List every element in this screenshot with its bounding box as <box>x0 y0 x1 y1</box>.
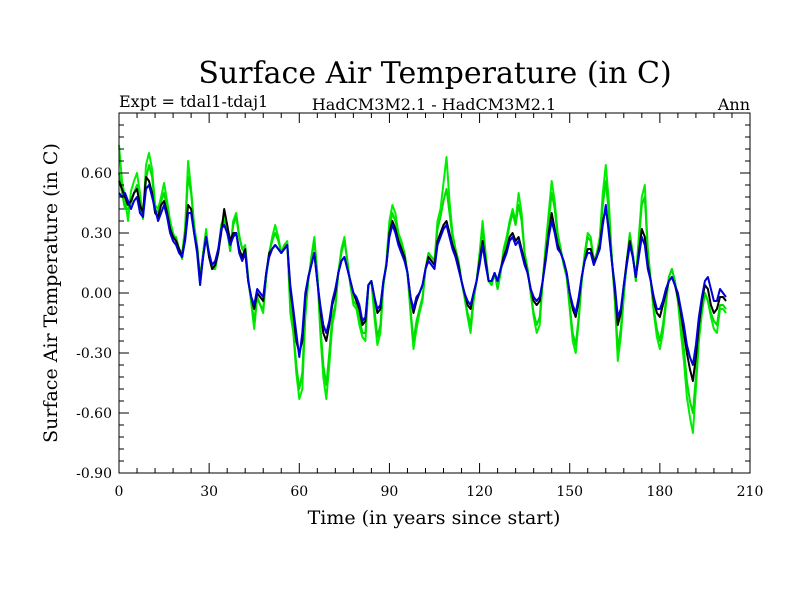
y-tick-labels: -0.90 -0.60 -0.30 0.00 0.30 0.60 <box>76 166 112 482</box>
y-tick-label: -0.30 <box>76 346 112 362</box>
x-tick-label: 60 <box>290 484 308 500</box>
x-tick-label: 0 <box>115 484 124 500</box>
y-tick-label: 0.00 <box>81 286 112 302</box>
x-axis-label: Time (in years since start) <box>308 507 561 529</box>
y-axis-label: Surface Air Temperature (in C) <box>40 143 62 443</box>
x-tick-label: 150 <box>556 484 583 500</box>
subtitle-left: Expt = tdal1-tdaj1 <box>119 92 268 111</box>
x-tick-label: 30 <box>200 484 218 500</box>
series-group <box>118 144 727 434</box>
y-tick-label: 0.30 <box>81 226 112 242</box>
x-tick-label: 90 <box>381 484 399 500</box>
y-tick-label: 0.60 <box>81 166 112 182</box>
x-tick-label: 120 <box>466 484 493 500</box>
plot-frame <box>118 112 751 474</box>
x-tick-label: 180 <box>646 484 673 500</box>
y-tick-label: -0.90 <box>76 466 112 482</box>
series-line-blue <box>118 184 727 366</box>
subtitle-right: Ann <box>717 95 750 114</box>
x-tick-label: 210 <box>737 484 764 500</box>
x-tick-labels: 0 30 60 90 120 150 180 210 <box>115 484 764 500</box>
y-tick-label: -0.60 <box>76 406 112 422</box>
chart-title: Surface Air Temperature (in C) <box>198 56 671 91</box>
subtitle-center: HadCM3M2.1 - HadCM3M2.1 <box>312 95 556 114</box>
